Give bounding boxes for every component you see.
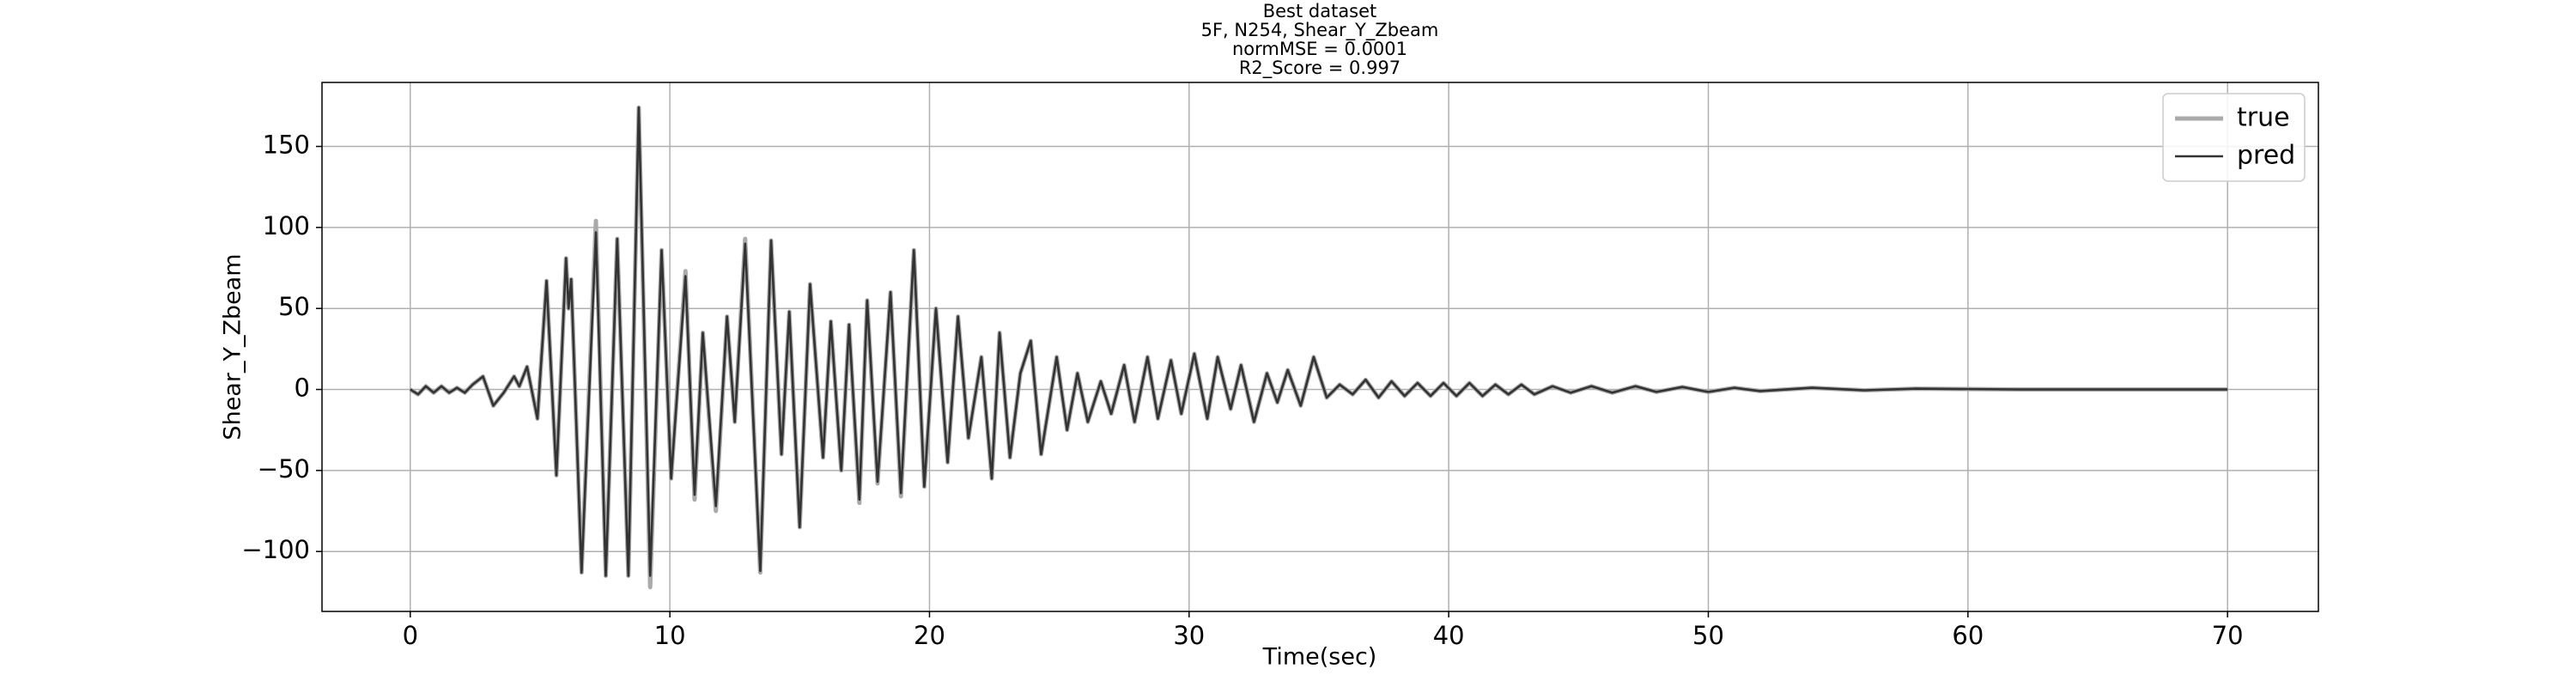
legend-label: true (2237, 103, 2290, 133)
legend-label: pred (2237, 141, 2295, 171)
x-tick-label: 70 (2212, 621, 2244, 650)
x-tick-label: 40 (1433, 621, 1465, 650)
y-tick-label: 0 (295, 374, 310, 403)
y-tick-label: −100 (241, 535, 310, 564)
x-tick-label: 10 (654, 621, 686, 650)
x-tick-label: 30 (1173, 621, 1205, 650)
y-tick-label: 50 (278, 292, 310, 321)
legend-box (2162, 93, 2306, 182)
x-tick-label: 20 (914, 621, 945, 650)
line-series (409, 105, 2228, 590)
chart-title: 5F, N254, Shear_Y_Zbeam (1201, 20, 1439, 41)
x-tick-label: 0 (403, 621, 418, 650)
y-axis-label: Shear_Y_Zbeam (220, 253, 246, 440)
x-tick-label: 60 (1952, 621, 1984, 650)
plot-area (409, 105, 2228, 590)
chart-title: Best dataset (1263, 1, 1377, 21)
x-axis-label: Time(sec) (1262, 644, 1377, 671)
y-tick-label: 150 (263, 131, 310, 160)
chart-title: normMSE = 0.0001 (1232, 39, 1407, 59)
x-tick-label: 50 (1692, 621, 1724, 650)
plot-frame (321, 82, 2319, 612)
y-tick-label: −50 (258, 454, 310, 483)
line-series (410, 106, 2228, 577)
y-tick-label: 100 (263, 211, 310, 240)
chart-title: R2_Score = 0.997 (1239, 58, 1400, 79)
